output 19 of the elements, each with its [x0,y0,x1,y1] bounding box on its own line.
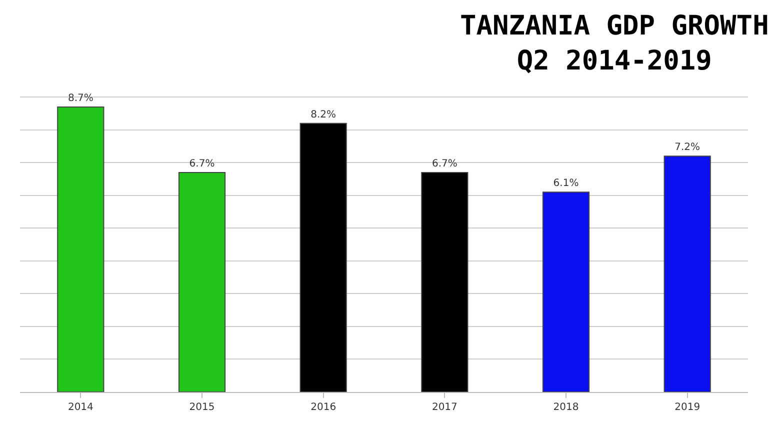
bar [664,156,711,392]
x-tick-label: 2018 [553,402,579,413]
bar [178,172,226,392]
data-label: 6.1% [553,178,579,190]
x-tick-label: 2015 [189,402,215,413]
data-label: 7.2% [674,142,700,154]
x-tick-label: 2017 [432,402,458,413]
chart-title: TANZANIA GDP GROWTH Q2 2014-2019 [460,10,768,77]
x-tick-label: 2016 [310,402,336,413]
x-tick-label: 2019 [674,402,700,413]
bar [57,106,104,392]
data-label: 8.7% [68,93,94,104]
x-tick-label: 2014 [68,402,94,413]
data-label: 6.7% [432,158,458,170]
bar [542,192,590,392]
data-label: 6.7% [189,158,215,170]
data-label: 8.2% [310,109,336,120]
bar [421,172,468,392]
bar [300,122,347,392]
